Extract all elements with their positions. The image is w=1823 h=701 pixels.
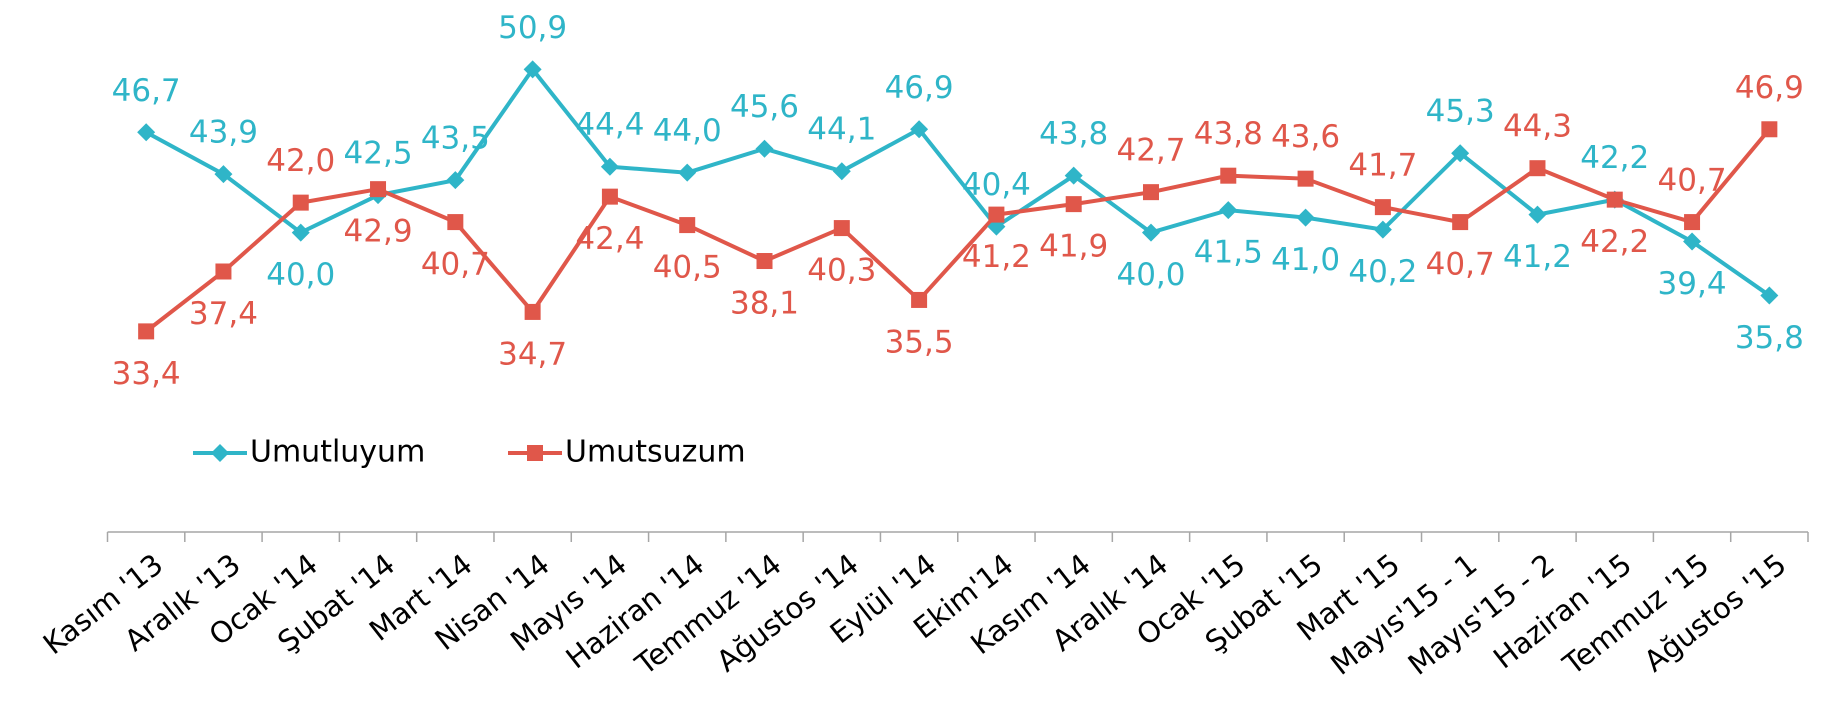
- marker: [1451, 144, 1470, 163]
- marker: [600, 157, 619, 176]
- marker: [910, 120, 929, 139]
- marker: [1220, 167, 1237, 184]
- marker: [1142, 184, 1159, 201]
- marker: [755, 139, 774, 158]
- data-label: 44,1: [807, 112, 876, 148]
- marker: [1219, 201, 1238, 220]
- marker: [214, 165, 233, 184]
- marker: [1296, 208, 1315, 227]
- marker: [1373, 220, 1392, 239]
- marker: [1297, 170, 1314, 187]
- data-label: 38,1: [730, 286, 799, 322]
- marker: [523, 60, 542, 79]
- data-label: 41,2: [1503, 239, 1572, 275]
- data-label: 35,8: [1735, 320, 1804, 356]
- marker: [988, 206, 1005, 223]
- marker: [1452, 214, 1469, 231]
- data-label: 42,4: [575, 221, 644, 257]
- marker: [524, 303, 541, 320]
- marker: [833, 220, 850, 237]
- marker: [1528, 205, 1547, 224]
- marker: [678, 163, 697, 182]
- marker: [1065, 196, 1082, 213]
- data-label: 46,7: [112, 73, 181, 109]
- data-label: 44,4: [575, 107, 644, 143]
- data-label: 37,4: [189, 296, 258, 332]
- series-line: [144, 127, 1771, 333]
- marker: [756, 253, 773, 270]
- data-label: 42,2: [1580, 140, 1649, 176]
- data-label: 40,5: [653, 250, 722, 286]
- data-label: 44,3: [1503, 109, 1572, 145]
- marker: [1606, 191, 1623, 208]
- marker: [1684, 214, 1701, 231]
- marker: [215, 263, 232, 280]
- marker: [679, 217, 696, 234]
- data-label: 40,7: [1426, 247, 1495, 283]
- data-label: 41,5: [1194, 235, 1263, 271]
- marker: [1761, 121, 1778, 138]
- data-label: 45,3: [1426, 94, 1495, 130]
- marker: [832, 162, 851, 181]
- marker: [370, 181, 387, 198]
- legend-label: Umutluyum: [250, 435, 425, 470]
- data-label: 40,2: [1348, 254, 1417, 290]
- marker: [137, 123, 156, 142]
- legend-label: Umutsuzum: [565, 435, 746, 470]
- data-label: 42,2: [1580, 224, 1649, 260]
- marker: [1141, 223, 1160, 242]
- data-label: 44,0: [653, 113, 722, 149]
- marker: [1760, 286, 1779, 305]
- data-label: 43,8: [1039, 116, 1108, 152]
- data-label: 40,3: [807, 253, 876, 289]
- data-label: 43,9: [189, 115, 258, 151]
- data-label: 45,6: [730, 89, 799, 125]
- data-label: 46,9: [1735, 70, 1804, 106]
- marker: [138, 323, 155, 340]
- data-label: 41,7: [1348, 148, 1417, 184]
- series-line: [145, 66, 1771, 298]
- data-label: 46,9: [885, 70, 954, 106]
- data-label: 33,4: [112, 356, 181, 392]
- marker: [911, 291, 928, 308]
- data-label: 41,2: [962, 239, 1031, 275]
- data-label: 34,7: [498, 336, 567, 372]
- data-label: 40,7: [1658, 163, 1727, 199]
- data-label: 43,5: [421, 121, 490, 157]
- data-label: 42,0: [266, 143, 335, 179]
- data-label: 42,7: [1116, 133, 1185, 169]
- data-label: 42,5: [344, 136, 413, 172]
- data-label: 40,0: [1116, 257, 1185, 293]
- marker: [446, 171, 465, 190]
- data-label: 35,5: [885, 324, 954, 360]
- data-label: 41,9: [1039, 229, 1108, 265]
- data-label: 50,9: [498, 10, 567, 46]
- marker: [1374, 199, 1391, 216]
- data-label: 39,4: [1658, 266, 1727, 302]
- marker: [291, 223, 310, 242]
- data-label: 43,6: [1271, 119, 1340, 155]
- data-label: 40,0: [266, 257, 335, 293]
- legend-marker: [527, 445, 543, 461]
- marker: [601, 188, 618, 205]
- data-label: 40,4: [962, 167, 1031, 203]
- legend-marker: [211, 444, 229, 462]
- marker: [1683, 232, 1702, 251]
- data-label: 43,8: [1194, 116, 1263, 152]
- data-label: 42,9: [344, 214, 413, 250]
- marker: [447, 214, 464, 231]
- marker: [1064, 166, 1083, 185]
- data-label: 40,7: [421, 247, 490, 283]
- marker: [292, 194, 309, 211]
- data-label: 41,0: [1271, 242, 1340, 278]
- marker: [1529, 160, 1546, 177]
